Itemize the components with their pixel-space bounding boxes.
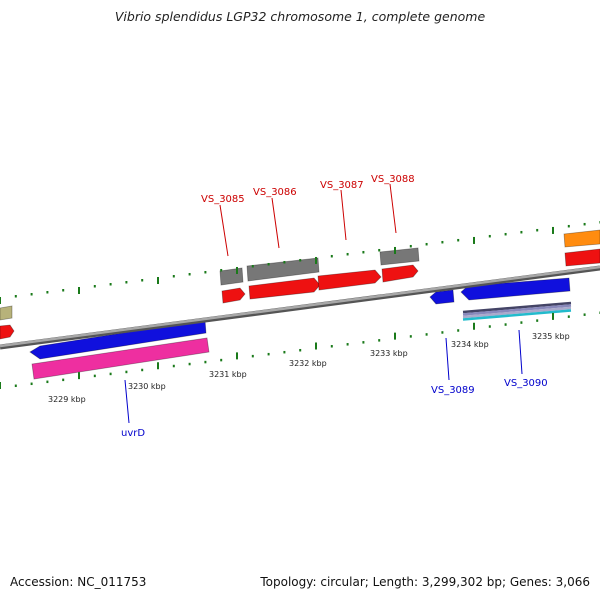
gene-label-VS_3090: VS_3090 [504, 378, 548, 389]
gene-label-leaders [124, 183, 523, 424]
uvrD-pink-gene [31, 337, 210, 380]
VS_3086-gray-gene [246, 257, 320, 282]
VS_3086-red-gene [248, 277, 321, 300]
scale-label: 3235 kbp [532, 332, 570, 341]
VS_3088-gray-gene [379, 247, 420, 266]
VS_3090-stripe-band [462, 306, 572, 319]
gene-label-VS_3087: VS_3087 [320, 180, 364, 191]
scale-label: 3232 kbp [289, 359, 327, 368]
uvrD-blue-gene [29, 319, 207, 360]
left-red-gene [0, 324, 15, 340]
gene-label-VS_3089: VS_3089 [431, 385, 475, 396]
gene-features [0, 229, 600, 380]
gene-label-VS_3085: VS_3085 [201, 194, 245, 205]
scale-ticks [0, 220, 600, 389]
scale-label: 3230 kbp [128, 382, 166, 391]
gene-label-uvrD: uvrD [121, 428, 145, 439]
VS_3085-red-gene [221, 287, 246, 304]
gene-label-VS_3086: VS_3086 [253, 187, 297, 198]
genome-backbone [0, 265, 600, 350]
VS_3089-blue-gene [429, 289, 455, 305]
scale-label: 3233 kbp [370, 349, 408, 358]
scale-labels: 3229 kbp 3230 kbp 3231 kbp 3232 kbp 3233… [48, 332, 570, 404]
map-title: Vibrio splendidus LGP32 chromosome 1, co… [114, 9, 486, 24]
scale-label: 3231 kbp [209, 370, 247, 379]
VS_3090-stripe-band [462, 304, 572, 316]
right-orange-gene [563, 229, 600, 248]
VS_3088-red-gene [381, 264, 419, 283]
VS_3087-red-gene [317, 269, 382, 291]
left-olive-gene [0, 305, 13, 321]
scale-label: 3234 kbp [451, 340, 489, 349]
scale-label: 3229 kbp [48, 395, 86, 404]
VS_3090-stripe-band [462, 309, 572, 321]
VS_3085-gray-gene [219, 267, 244, 286]
VS_3090-stripe-band [462, 301, 572, 314]
gene-label-VS_3088: VS_3088 [371, 174, 415, 185]
right-red-gene [564, 248, 600, 267]
topology-text: Topology: circular; Length: 3,299,302 bp… [260, 575, 590, 589]
accession-text: Accession: NC_011753 [10, 575, 147, 589]
